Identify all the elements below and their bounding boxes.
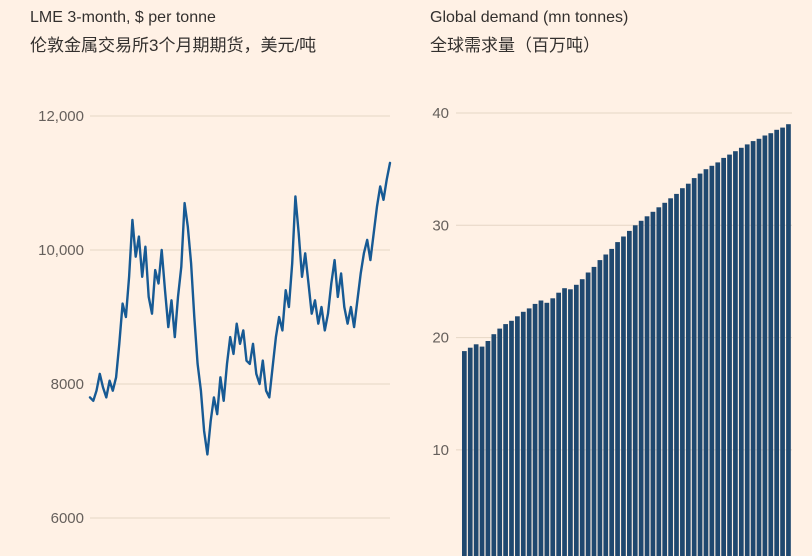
demand-bar	[467, 347, 473, 556]
demand-bar	[733, 151, 738, 556]
demand-bar	[562, 288, 567, 556]
demand-bar	[685, 183, 691, 556]
demand-bar	[715, 162, 721, 556]
lme-line-chart: 12,000 10,000 8000 6000	[28, 92, 400, 556]
demand-bar	[780, 127, 785, 556]
global-demand-svg: 40 30 20 10	[432, 105, 792, 556]
global-demand-bar-chart: 40 30 20 10	[420, 92, 805, 556]
demand-bar	[615, 242, 620, 556]
demand-bar	[544, 302, 550, 556]
demand-bar	[768, 133, 774, 556]
demand-bar	[650, 211, 656, 556]
demand-bar	[479, 346, 485, 556]
demand-bar	[491, 334, 497, 556]
demand-bar	[515, 316, 520, 556]
demand-bar	[509, 320, 514, 556]
demand-bar	[520, 311, 526, 556]
demand-bar	[568, 289, 573, 556]
demand-bar	[532, 303, 538, 556]
lme-price-svg: 12,000 10,000 8000 6000	[38, 108, 392, 527]
demand-bar	[774, 129, 780, 556]
demand-bar	[603, 254, 609, 556]
demand-bar	[738, 147, 744, 556]
demand-bar	[627, 230, 632, 556]
demand-bar	[786, 124, 791, 556]
demand-bar	[727, 154, 732, 556]
demand-bar	[462, 351, 467, 556]
demand-bar	[503, 324, 508, 556]
demand-bar	[721, 157, 726, 556]
y-tick-label: 10	[432, 442, 449, 459]
demand-bar	[621, 236, 626, 556]
y-tick-label: 6000	[51, 510, 84, 527]
lme-chart-title: LME 3-month, $ per tonne	[30, 9, 216, 26]
demand-bar	[485, 341, 491, 556]
y-tick-label: 8000	[51, 376, 84, 393]
demand-bar	[585, 272, 591, 556]
demand-bar	[762, 135, 768, 556]
y-tick-label: 20	[432, 330, 449, 347]
demand-chart-subtitle-zh: 全球需求量（百万吨）	[430, 36, 600, 55]
demand-bar	[473, 344, 479, 556]
demand-bar	[550, 298, 556, 556]
demand-bar	[656, 207, 662, 556]
demand-bar	[579, 279, 585, 556]
demand-bar	[638, 220, 644, 556]
demand-bar	[526, 308, 532, 556]
demand-bar	[756, 138, 762, 556]
y-tick-label: 30	[432, 217, 449, 234]
demand-bar	[703, 169, 709, 556]
demand-bar	[750, 141, 756, 556]
demand-bar	[680, 188, 685, 556]
demand-bar	[538, 300, 544, 556]
y-tick-label: 10,000	[38, 242, 84, 259]
demand-bar	[709, 165, 715, 556]
demand-bar	[744, 144, 750, 556]
demand-bar	[597, 260, 603, 556]
demand-bar	[632, 225, 638, 556]
y-tick-label: 12,000	[38, 108, 84, 125]
demand-bar	[497, 328, 503, 556]
demand-bar	[668, 198, 673, 556]
demand-bar	[644, 216, 650, 556]
demand-bar	[573, 284, 579, 556]
demand-bar	[691, 178, 697, 556]
lme-chart-subtitle-zh: 伦敦金属交易所3个月期期货，美元/吨	[30, 36, 317, 55]
demand-bar	[609, 248, 615, 556]
price-line	[88, 161, 392, 456]
demand-bar	[674, 193, 679, 556]
y-tick-label: 40	[432, 105, 449, 122]
demand-bar	[556, 292, 561, 556]
demand-bar	[591, 266, 597, 556]
demand-chart-title: Global demand (mn tonnes)	[430, 9, 629, 26]
demand-bar	[662, 202, 668, 556]
demand-bar	[697, 173, 703, 556]
